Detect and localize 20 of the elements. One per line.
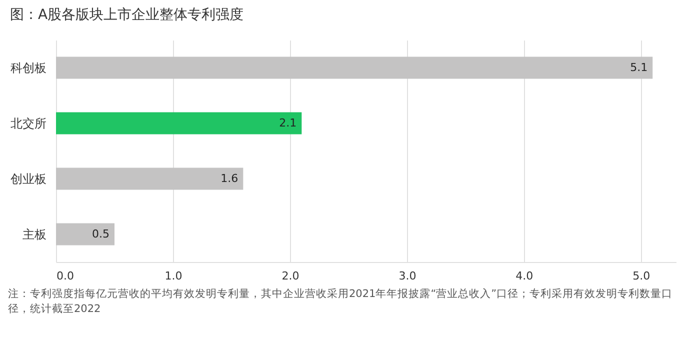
x-tick-label: 0.0	[56, 270, 74, 282]
chart-title: 图：A股各版块上市企业整体专利强度	[10, 7, 244, 23]
x-tick-label: 4.0	[516, 270, 534, 282]
y-tick-label: 科创板	[10, 60, 46, 75]
x-tick-label: 1.0	[164, 270, 182, 282]
data-label: 1.6	[220, 172, 238, 185]
bar	[56, 223, 114, 246]
y-tick-label: 主板	[22, 227, 46, 242]
data-label: 5.1	[630, 60, 648, 74]
bar	[56, 56, 653, 79]
text: 注：专利强度指每亿元营收的平均有效发明专利量，其中企业营收采用2021年年报披露“营业总收入”口径；专利采用有效发明专利数量口径，统计截至2022	[8, 287, 674, 317]
data-label: 2.1	[279, 116, 297, 130]
y-tick-label: 创业板	[10, 172, 46, 186]
x-tick-label: 5.0	[632, 270, 650, 282]
data-label: 0.5	[92, 227, 110, 240]
x-tick-label: 2.0	[282, 270, 300, 282]
y-tick-label: 北交所	[10, 116, 46, 130]
bar	[56, 168, 244, 190]
x-tick-label: 3.0	[398, 270, 416, 282]
bar	[56, 112, 302, 134]
